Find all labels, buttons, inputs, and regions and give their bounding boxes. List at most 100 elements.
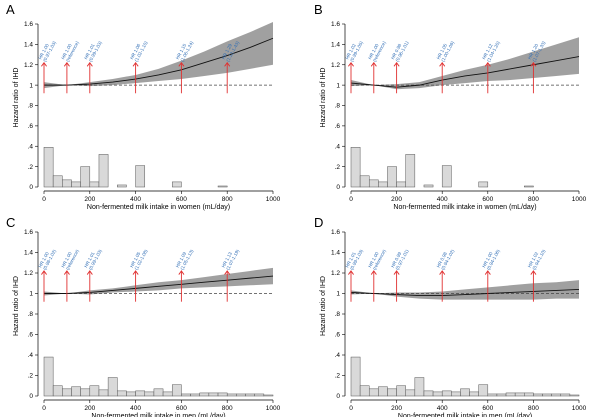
y-tick-label: 1.4 bbox=[24, 42, 33, 49]
y-tick-label: 1 bbox=[336, 291, 340, 298]
arrow-head bbox=[132, 61, 139, 67]
y-tick-label: 1.2 bbox=[24, 270, 33, 277]
arrow-head bbox=[178, 270, 185, 275]
x-tick-label: 800 bbox=[528, 196, 539, 203]
histogram-bar bbox=[89, 181, 100, 188]
hr-annotation: HR 1.00(0.97-1.03) bbox=[37, 38, 57, 63]
arrow-head bbox=[41, 61, 47, 67]
y-tick-label: .4 bbox=[335, 352, 341, 359]
histogram-bar bbox=[226, 393, 237, 397]
x-tick-label: 400 bbox=[437, 405, 448, 412]
histogram-bar bbox=[199, 392, 210, 397]
histogram-bar bbox=[569, 394, 580, 397]
arrow-head bbox=[393, 61, 400, 67]
confidence-band bbox=[351, 280, 579, 300]
x-tick-label: 200 bbox=[84, 405, 95, 412]
x-tick-label: 0 bbox=[42, 196, 46, 203]
arrow-head bbox=[63, 270, 70, 275]
hr-annotation: HR 1.01(0.99-1.03) bbox=[83, 38, 103, 63]
hr-annotation: HR 1.13(1.07-1.19) bbox=[221, 246, 241, 271]
histogram-bar bbox=[117, 184, 127, 188]
x-tick-label: 600 bbox=[176, 196, 187, 203]
y-tick-label: 1 bbox=[29, 82, 33, 89]
histogram-bar bbox=[505, 392, 516, 397]
hr-annotation: HR 1.02(0.94-1.10) bbox=[527, 246, 547, 271]
y-tick-label: .4 bbox=[28, 143, 34, 150]
histogram-bar bbox=[560, 393, 571, 397]
histogram-bar bbox=[350, 356, 361, 397]
histogram-bar bbox=[396, 385, 406, 397]
y-tick-label: 1 bbox=[29, 291, 33, 298]
arrow-head bbox=[393, 270, 400, 275]
histogram-bar bbox=[144, 391, 155, 397]
y-tick-label: .2 bbox=[335, 164, 341, 171]
x-tick-label: 0 bbox=[42, 405, 46, 412]
histogram-bar bbox=[254, 393, 265, 397]
hr-annotation: HR 0.98(0.96-1.01) bbox=[390, 38, 410, 63]
histogram-bar bbox=[52, 385, 63, 397]
hr-annotation: HR 1.12(1.04-1.20) bbox=[481, 38, 501, 63]
hr-annotation: HR 1.02(0.99-1.05) bbox=[344, 38, 364, 63]
arrow-head bbox=[41, 270, 47, 275]
arrow-head bbox=[530, 270, 537, 275]
y-tick-label: 1.6 bbox=[24, 21, 33, 28]
histogram-bar bbox=[396, 181, 406, 188]
arrow-head bbox=[86, 61, 93, 67]
y-tick-label: .8 bbox=[335, 103, 341, 110]
y-tick-label: 1.6 bbox=[24, 229, 33, 236]
y-tick-label: 1.2 bbox=[24, 62, 33, 69]
histogram-bar bbox=[387, 388, 397, 397]
hr-annotation: HR 0.98(0.94-1.02) bbox=[436, 246, 456, 271]
histogram-bar bbox=[171, 181, 182, 188]
panel-b: B 0 .2 .4 .6 .8 1 1.2 1.4 1.6 Hazard ratio of IHD 0… bbox=[314, 2, 587, 211]
arrow-head bbox=[484, 270, 491, 275]
x-tick-label: 800 bbox=[222, 196, 233, 203]
histogram-bar bbox=[405, 389, 416, 397]
y-axis-title: Hazard ratio of IHD bbox=[13, 68, 20, 128]
histogram-bar bbox=[451, 391, 461, 397]
arrow-head bbox=[224, 270, 231, 275]
y-tick-label: .4 bbox=[335, 143, 341, 150]
arrow-head bbox=[439, 61, 446, 67]
x-tick-label: 1000 bbox=[266, 196, 281, 203]
arrow-head bbox=[530, 61, 537, 67]
y-tick-label: .2 bbox=[335, 373, 341, 380]
y-tick-label: 1.4 bbox=[331, 250, 340, 257]
histogram-bar bbox=[441, 165, 452, 188]
hr-annotation: HR 1.05(1.02-1.08) bbox=[129, 246, 149, 271]
confidence-band bbox=[351, 37, 579, 90]
histogram-bar bbox=[414, 377, 425, 397]
hazard-ratio-curve bbox=[350, 288, 580, 296]
x-tick-label: 200 bbox=[391, 405, 402, 412]
y-tick-label: 0 bbox=[29, 184, 33, 191]
hr-annotation: HR 1.00(0.98-1.02) bbox=[37, 246, 57, 271]
histogram-bar bbox=[478, 384, 489, 397]
histogram-bar bbox=[359, 175, 370, 188]
x-axis-title: Non-fermented milk intake in women (mL/d… bbox=[87, 204, 230, 211]
histogram-bar bbox=[524, 185, 534, 188]
histogram-bar bbox=[542, 393, 552, 397]
y-tick-label: .8 bbox=[28, 311, 34, 318]
x-tick-label: 1000 bbox=[266, 405, 281, 412]
histogram-bar bbox=[432, 391, 443, 397]
histogram-bar bbox=[71, 181, 81, 188]
histogram-bar bbox=[551, 393, 562, 397]
y-tick-label: 0 bbox=[336, 393, 340, 400]
histogram-bar bbox=[80, 388, 91, 397]
histogram-bar bbox=[423, 390, 434, 397]
histogram-bar bbox=[71, 386, 81, 397]
hr-annotation: HR 0.99(0.97-1.01) bbox=[390, 246, 410, 271]
panel-a: A 0 .2 .4 .6 .8 1 1.2 1.4 1.6 Hazard ratio of IHD 0… bbox=[6, 2, 281, 211]
hr-annotation: HR 1.01(0.99-1.03) bbox=[344, 246, 364, 271]
y-tick-label: 0 bbox=[29, 393, 33, 400]
histogram-bar bbox=[405, 154, 416, 188]
x-tick-label: 600 bbox=[176, 405, 187, 412]
y-tick-label: .2 bbox=[28, 164, 34, 171]
x-axis-title: Non-fermented milk intake in women (mL/d… bbox=[393, 204, 536, 211]
histogram-bar bbox=[80, 166, 91, 188]
arrow-head bbox=[370, 270, 377, 275]
y-axis-title: Hazard ratio of IHD bbox=[320, 276, 327, 336]
y-tick-label: .8 bbox=[335, 311, 341, 318]
hr-annotation: HR 1.05(1.00-1.09) bbox=[436, 38, 456, 63]
hr-annotation: HR 1.00(0.94-1.06) bbox=[481, 246, 501, 271]
